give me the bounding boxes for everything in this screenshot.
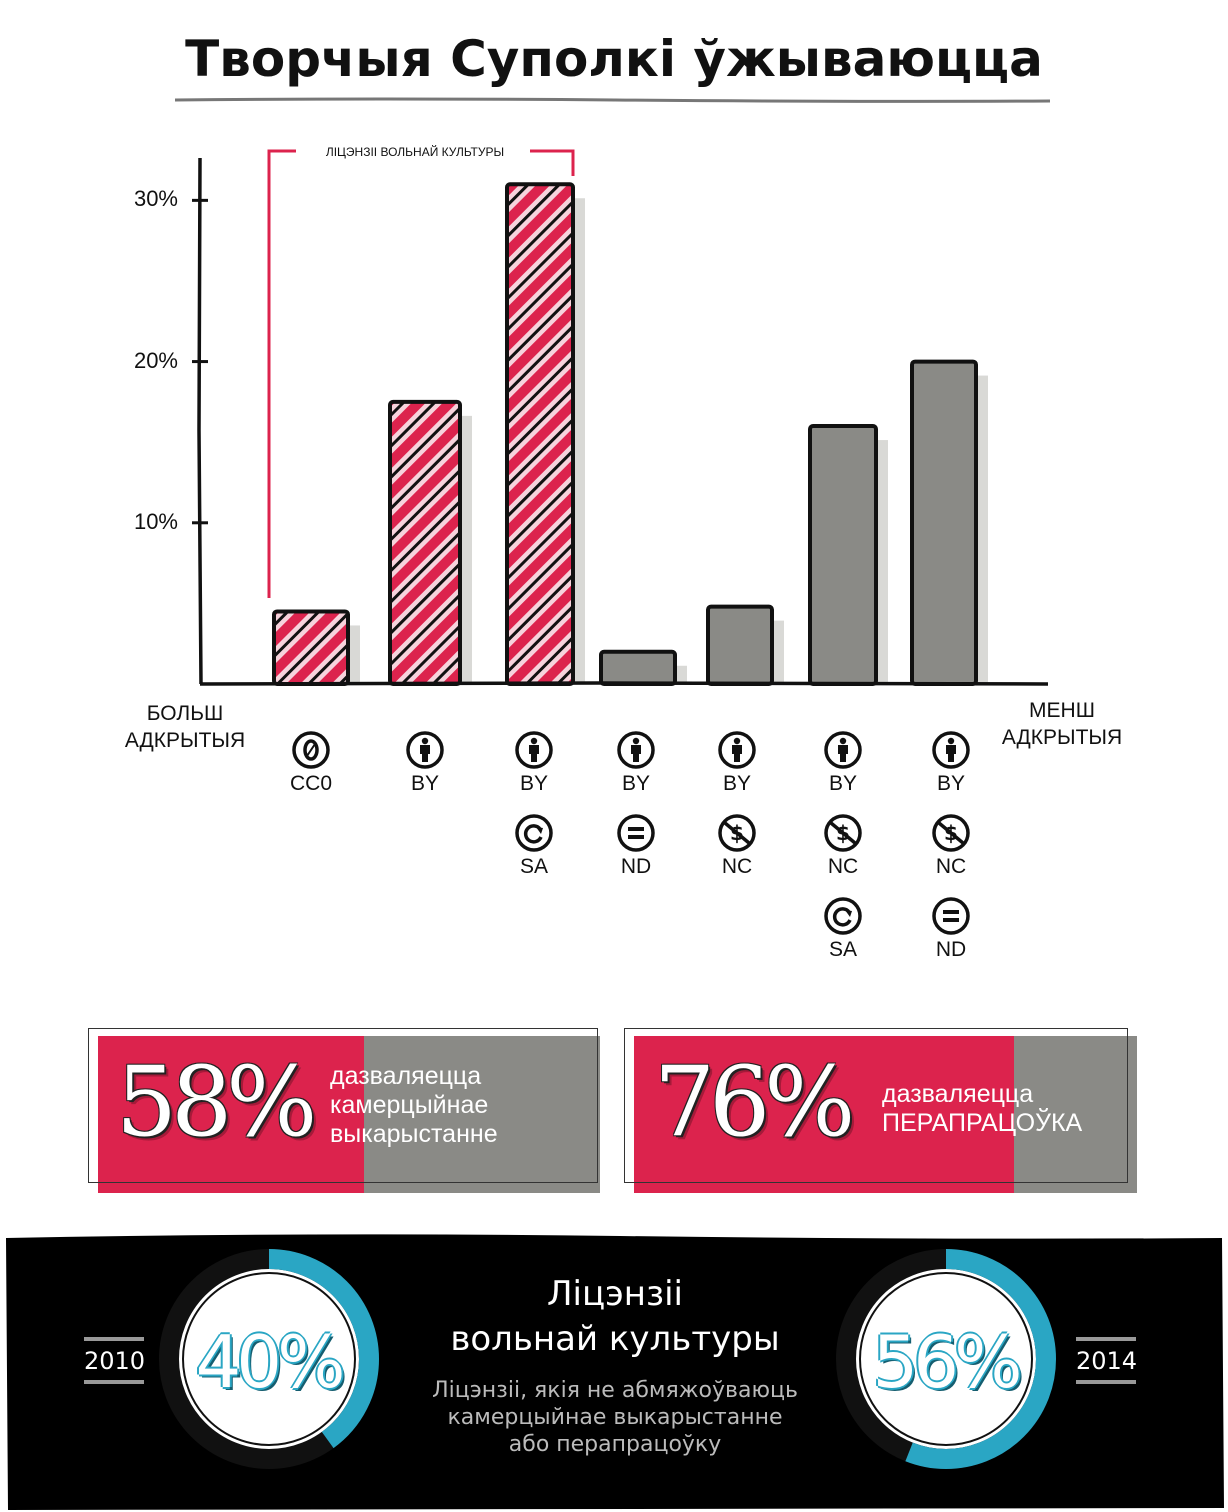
y-tick-label: 30% [133, 186, 178, 212]
donut-2014-percent: 56% [872, 1320, 1022, 1404]
license-label: BY [621, 772, 650, 795]
bar-by [388, 399, 462, 686]
no-derivatives-icon [581, 813, 691, 853]
license-label: BY [722, 772, 751, 795]
non-commercial-icon: $ [788, 813, 898, 853]
share-alike-icon [479, 813, 589, 853]
license-column: BY $NC [682, 730, 792, 896]
share-alike-icon [788, 896, 898, 936]
donut-inner [182, 1272, 356, 1446]
non-commercial-icon: $ [896, 813, 1006, 853]
page-title: Творчыя Суполкі ўжываюцца [185, 30, 1043, 88]
license-label: NC [721, 855, 753, 878]
license-label: BY [936, 772, 965, 795]
bar-by-nc [706, 604, 774, 687]
license-label: ND [935, 938, 967, 961]
y-tick-label: 20% [133, 347, 178, 373]
stat-derivatives-fill [634, 1036, 1014, 1193]
license-label: SA [519, 855, 548, 878]
license-label: CC0 [289, 772, 332, 795]
free-culture-panel [6, 1234, 1224, 1510]
title-underline [175, 97, 1050, 103]
bar-by-nc-sa [808, 424, 878, 686]
license-label: NC [935, 855, 967, 878]
year-2014: 2014 [1076, 1337, 1137, 1384]
attribution-icon [479, 730, 589, 770]
attribution-icon [788, 730, 898, 770]
license-column: CC0 [256, 730, 366, 813]
stat-derivatives: 76% дазваляецца ПЕРАПРАЦОЎКА [624, 1028, 1140, 1193]
y-axis [197, 157, 203, 685]
bar-by-nc-nd [910, 359, 978, 687]
donut-arc-2014 [836, 1249, 1056, 1469]
free-culture-bracket [267, 149, 575, 598]
license-label: BY [519, 772, 548, 795]
bar-chart: ЛІЦЭНЗІІ ВОЛЬНАЙ КУЛЬТУРЫ [192, 144, 1049, 687]
y-tick-label: 10% [133, 508, 178, 534]
stat-commercial-percent: 58% [116, 1046, 317, 1158]
axis-left-end: БОЛЬШ АДКРЫТЫЯ [124, 702, 246, 752]
stat-commercial: 58% дазваляецца камерцыйнае выкарыстанне [88, 1028, 603, 1193]
x-axis [199, 681, 1049, 686]
free-culture-subtitle: Ліцэнзіі, якія не абмяжоўваюць камерцыйна… [432, 1378, 798, 1457]
license-column: BY SA [479, 730, 589, 896]
attribution-icon [370, 730, 480, 770]
year-2010: 2010 [84, 1337, 145, 1384]
bracket-label: ЛІЦЭНЗІІ ВОЛЬНАЙ КУЛЬТУРЫ [326, 144, 504, 159]
stat-commercial-text: дазваляецца камерцыйнае выкарыстанне [330, 1062, 498, 1148]
no-derivatives-icon [896, 896, 1006, 936]
license-column: BY $NC ND [896, 730, 1006, 979]
license-label: NC [827, 855, 859, 878]
stat-derivatives-text: дазваляецца ПЕРАПРАЦОЎКА [882, 1080, 1083, 1137]
license-column: BY $NC SA [788, 730, 898, 979]
license-label: SA [828, 938, 857, 961]
donut-inner [859, 1272, 1033, 1446]
axis-right-end: МЕНШ АДКРЫТЫЯ [1001, 699, 1123, 749]
license-column: BY [370, 730, 480, 813]
non-commercial-icon: $ [682, 813, 792, 853]
bar-cc0 [272, 609, 350, 687]
attribution-icon [581, 730, 691, 770]
stat-derivatives-percent: 76% [654, 1046, 855, 1158]
license-label: BY [410, 772, 439, 795]
license-label: ND [620, 855, 652, 878]
donut-arc-2010 [159, 1249, 379, 1469]
free-culture-title: Ліцэнзіі вольнай культуры [450, 1274, 780, 1359]
license-column: BY ND [581, 730, 691, 896]
bar-by-nd [599, 649, 677, 686]
zero-icon [256, 730, 366, 770]
stat-commercial-fill [98, 1036, 364, 1193]
attribution-icon [896, 730, 1006, 770]
license-label: BY [828, 772, 857, 795]
attribution-icon [682, 730, 792, 770]
donut-2010-percent: 40% [195, 1320, 345, 1404]
bar-by-sa [505, 182, 575, 686]
